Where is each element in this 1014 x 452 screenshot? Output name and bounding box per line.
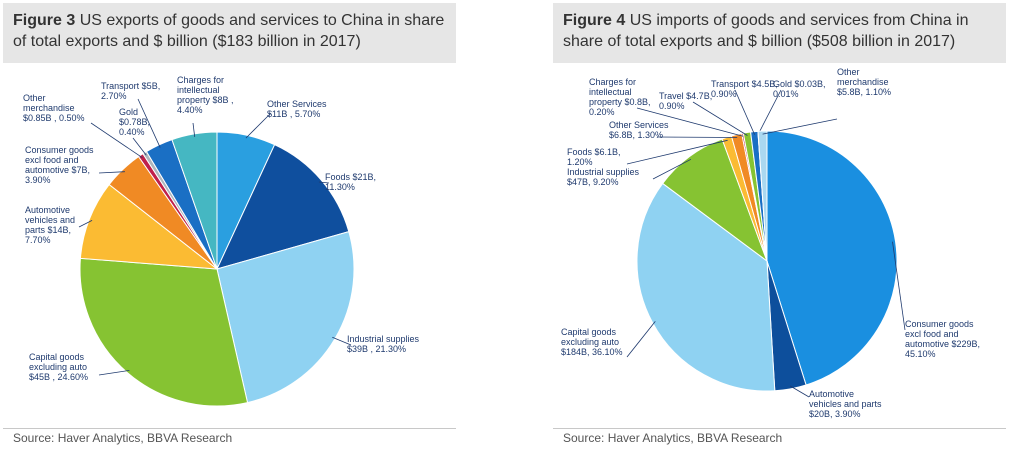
figure-4-panel: Figure 4 US imports of goods and service…: [553, 3, 1006, 452]
pie-1-leader-line-1: [789, 385, 810, 398]
figure-4-source-divider: [553, 428, 1006, 429]
pie-1-slice-label-9: Gold $0.03B, 0.01%: [773, 79, 826, 99]
pie-1-leader-line-9: [757, 89, 782, 135]
pie-0-slice-label-8: Transport $5B, 2.70%: [101, 81, 160, 101]
pie-0-leader-line-7: [132, 137, 147, 156]
pie-0-slice-2: [216, 231, 355, 404]
pie-1-leader-line-10: [762, 118, 838, 135]
pie-0-slice-label-4: Automotive vehicles and parts $14B, 7.70%: [25, 205, 75, 245]
pie-1-leader-line-7: [692, 101, 748, 136]
pie-1-leader-line-0: [892, 241, 906, 331]
pie-0-leader-line-1: [318, 181, 330, 184]
pie-1-slice-label-0: Consumer goods excl food and automotive $2…: [905, 319, 980, 359]
pie-0-slice-1: [216, 144, 350, 270]
pie-0-leader-line-9: [192, 122, 196, 137]
exports-pie-chart: Other Services $11B , 5.70% Foods $21B, 11.…: [23, 75, 420, 407]
pie-0-leader-line-0: [245, 112, 272, 139]
figure-3-header: Figure 3 US exports of goods and service…: [3, 3, 456, 63]
pie-0-slice-3: [79, 257, 249, 407]
pie-1-slice-label-3: Industrial supplies $47B, 9.20%: [567, 167, 640, 187]
pie-1-slice-label-1: Automotive vehicles and parts $20B, 3.90%: [809, 389, 882, 419]
figure-4-number: Figure 4: [563, 12, 626, 29]
pie-1-slice-label-4: Foods $6.1B, 1.20%: [567, 147, 621, 167]
pie-0-slice-label-3: Capital goods excluding auto $45B , 24.60%: [29, 352, 88, 382]
pie-0-leader-line-6: [90, 122, 143, 159]
pie-0-slice-label-2: Industrial supplies $39B , 21.30%: [347, 334, 420, 354]
pie-1-slice-label-8: Transport $4.5B, 0.90%: [711, 79, 778, 99]
pie-0-slice-label-7: Gold $0.78B, 0.40%: [119, 107, 150, 137]
pie-0-leader-line-4: [78, 220, 93, 228]
pie-0-slice-label-5: Consumer goods excl food and automotive $7…: [25, 145, 94, 185]
figure-4-source: Source: Haver Analytics, BBVA Research: [563, 431, 783, 445]
figure-3-source: Source: Haver Analytics, BBVA Research: [13, 431, 233, 445]
pie-1-slice-label-2: Capital goods excluding auto $184B, 36.10%: [561, 327, 623, 357]
pie-0-slice-label-1: Foods $21B, 11.30%: [325, 172, 376, 192]
pie-0-leader-line-2: [332, 336, 352, 346]
pie-1-slice-label-10: Other merchandise $5.8B, 1.10%: [837, 67, 891, 97]
pie-0-leader-line-8: [137, 98, 161, 148]
pie-0-slice-4: [79, 183, 219, 270]
pie-1-leader-line-6: [636, 107, 744, 137]
imports-pie-chart: Consumer goods excl food and automotive $2…: [561, 67, 980, 419]
pie-1-slice-label-6: Charges for intellectual property $0.8B, 0.…: [589, 77, 651, 117]
pie-0-slice-label-0: Other Services $11B , 5.70%: [267, 99, 327, 119]
pie-1-slice-label-5: Other Services $6.8B, 1.30%: [609, 120, 669, 140]
pie-0-leader-line-3: [98, 370, 130, 376]
figure-3-source-divider: [3, 428, 456, 429]
figure-4-header: Figure 4 US imports of goods and service…: [553, 3, 1006, 63]
pie-1-slice-label-7: Travel $4.7B, 0.90%: [659, 91, 712, 111]
pie-1-leader-line-5: [656, 136, 738, 138]
pie-0-leader-line-5: [98, 171, 125, 174]
pie-0-slice-label-6: Other merchandise $0.85B , 0.50%: [23, 93, 85, 123]
pie-1-slice-0: [766, 130, 898, 386]
pie-1-slice-10: [757, 130, 768, 262]
pie-1-leader-line-8: [734, 89, 755, 135]
figure-3-title: US exports of goods and services to Chin…: [13, 12, 445, 50]
figure-4-title: US imports of goods and services from Ch…: [563, 12, 969, 50]
figure-3-panel: Figure 3 US exports of goods and service…: [3, 3, 456, 452]
pie-1-leader-line-4: [626, 139, 728, 165]
pie-1-slice-2: [636, 182, 776, 392]
figure-3-number: Figure 3: [13, 12, 76, 29]
pie-1-leader-line-2: [626, 321, 656, 358]
pie-1-leader-line-3: [652, 158, 692, 180]
pie-0-slice-label-9: Charges for intellectual property $8B , 4.4…: [177, 75, 234, 115]
